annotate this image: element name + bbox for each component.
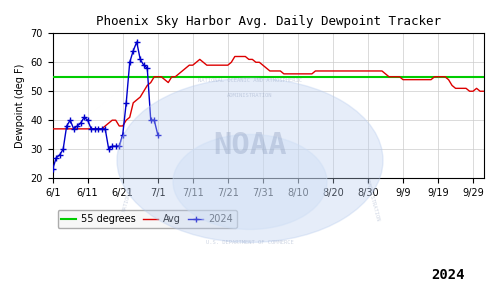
Legend: 55 degrees, Avg, 2024: 55 degrees, Avg, 2024 <box>58 210 236 228</box>
Text: 2024: 2024 <box>432 268 465 282</box>
Text: U.S. DEPARTMENT OF COMMERCE: U.S. DEPARTMENT OF COMMERCE <box>206 240 294 245</box>
Text: ADMINISTRATION: ADMINISTRATION <box>227 93 273 98</box>
Y-axis label: Dewpoint (deg F): Dewpoint (deg F) <box>15 64 25 148</box>
Text: NOAA: NOAA <box>213 131 287 160</box>
Text: NATIONAL: NATIONAL <box>122 186 134 212</box>
Circle shape <box>117 78 383 242</box>
Circle shape <box>173 134 327 230</box>
Text: NATIONAL OCEANIC AND ATMOSPHERIC: NATIONAL OCEANIC AND ATMOSPHERIC <box>198 78 302 83</box>
Text: ADMINISTRATION: ADMINISTRATION <box>364 177 381 222</box>
Title: Phoenix Sky Harbor Avg. Daily Dewpoint Tracker: Phoenix Sky Harbor Avg. Daily Dewpoint T… <box>96 15 440 28</box>
